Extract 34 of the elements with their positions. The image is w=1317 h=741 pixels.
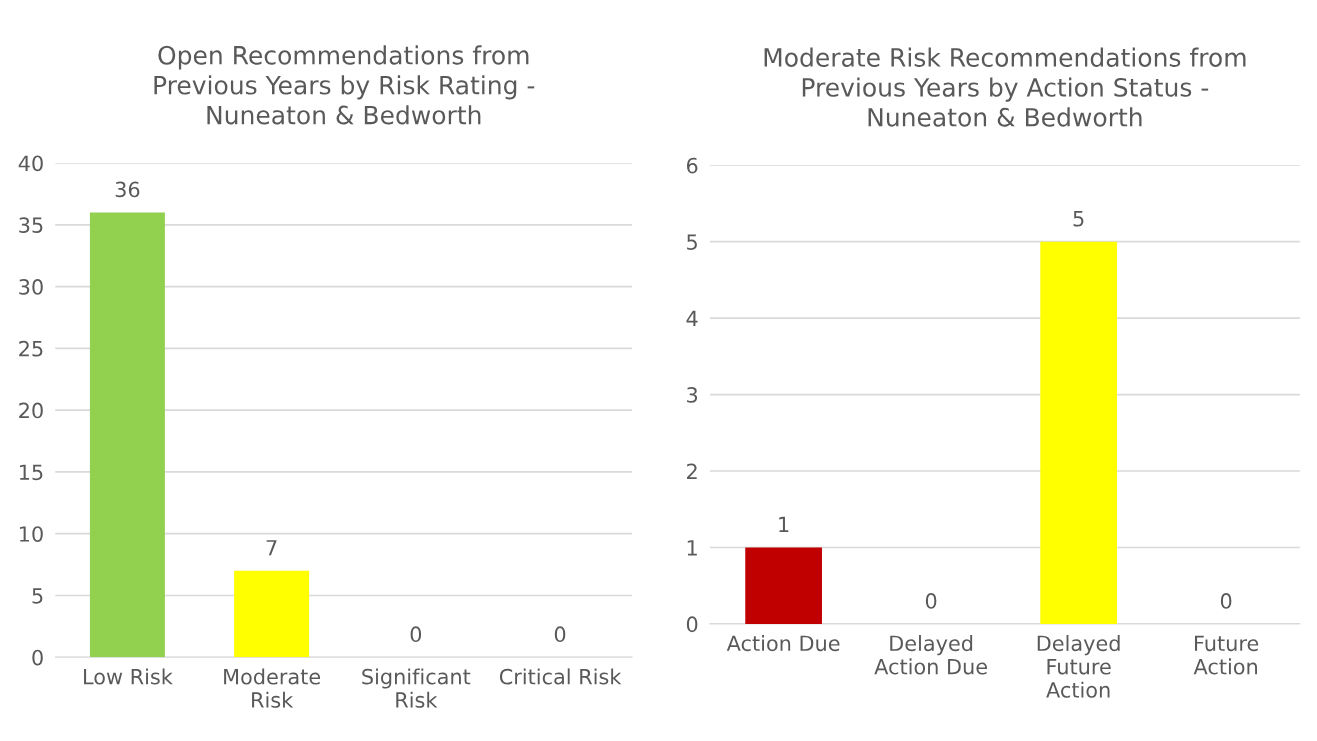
data-label: 5 — [1073, 211, 1084, 227]
data-label: 0 — [925, 593, 937, 609]
x-tick-label: Future Action — [1193, 635, 1259, 675]
y-tick-label: 40 — [18, 155, 43, 172]
x-tick-label: Moderate Risk — [224, 668, 321, 708]
y-tick-label: 0 — [686, 616, 698, 633]
y-tick-label: 5 — [32, 588, 43, 604]
x-tick-label: Action Due — [726, 635, 840, 652]
y-tick-label: 0 — [32, 649, 43, 666]
chart-title: Open Recommendations from Previous Years by Risk Rating - Nuneaton & Bedworth — [154, 45, 535, 125]
y-tick-label: 3 — [687, 387, 698, 403]
data-label: 1 — [779, 516, 789, 533]
y-tick-label: 10 — [19, 526, 43, 542]
data-label: 0 — [410, 626, 422, 643]
y-tick-label: 5 — [687, 234, 697, 250]
y-tick-label: 1 — [687, 540, 697, 556]
x-tick-label: Critical Risk — [499, 668, 622, 685]
chart-title: Moderate Risk Recommendations from Previous Years by Action Status - Nuneaton & Bedworth — [764, 47, 1246, 127]
data-label: 7 — [266, 540, 277, 556]
y-tick-label: 15 — [19, 464, 43, 481]
x-tick-label: Delayed Action Due — [874, 635, 987, 675]
y-tick-label: 30 — [19, 279, 43, 295]
x-tick-label: Delayed Future Action — [1037, 635, 1120, 698]
y-tick-label: 25 — [19, 340, 43, 357]
data-label: 36 — [115, 181, 140, 198]
y-tick-label: 2 — [687, 463, 697, 479]
y-tick-label: 6 — [686, 157, 698, 174]
y-tick-label: 20 — [19, 402, 43, 419]
x-tick-label: Low Risk — [84, 668, 173, 685]
y-tick-label: 35 — [19, 217, 43, 234]
x-tick-label: Significant Risk — [362, 668, 471, 708]
data-label: 0 — [1220, 593, 1232, 609]
data-label: 0 — [554, 626, 566, 643]
y-tick-label: 4 — [686, 310, 698, 327]
